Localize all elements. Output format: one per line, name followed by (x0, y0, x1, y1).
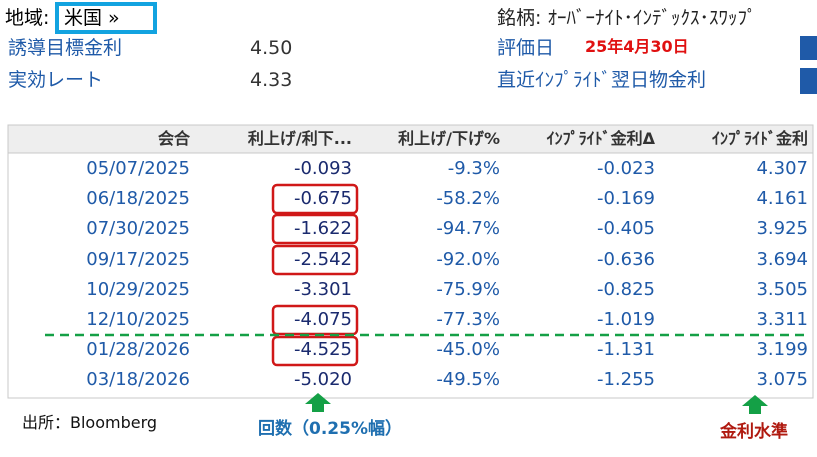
valuation-date-label: 評価日 (497, 37, 555, 59)
table-cell: -0.169 (596, 188, 655, 210)
column-header: 利上げ/利下... (247, 129, 352, 148)
arrow-up (742, 395, 768, 414)
region-label: 地域: (5, 7, 50, 29)
table-cell: -5.020 (293, 369, 352, 391)
arrow-up (305, 393, 331, 412)
table-cell: -3.301 (293, 278, 352, 300)
effective-rate-label: 実効レート (8, 69, 104, 91)
table-cell: -1.622 (293, 218, 352, 240)
table-cell: 4.307 (756, 158, 808, 179)
table-cell: -58.2% (436, 188, 500, 210)
column-header: ｲﾝﾌﾟﾗｲﾄﾞ金利 (711, 129, 808, 148)
highlight-box (271, 213, 359, 245)
table-cell: -0.023 (596, 158, 655, 179)
policy-rate-label: 誘導目標金利 (8, 37, 123, 59)
table-cell: -49.5% (436, 369, 500, 391)
table-cell: -94.7% (436, 218, 500, 240)
meeting-date: 10/29/2025 (86, 278, 190, 300)
policy-rate: 4.50 (250, 37, 293, 59)
table-cell: 3.075 (756, 369, 808, 391)
table-cell: -4.525 (293, 339, 352, 361)
side-block (800, 68, 817, 94)
meeting-date: 06/18/2025 (86, 188, 190, 210)
highlight-box (271, 183, 359, 215)
table-cell: -0.825 (596, 278, 655, 300)
region[interactable]: 米国 » (64, 7, 120, 29)
count-note: 回数（0.25%幅） (258, 419, 402, 439)
table-cell: 3.199 (756, 339, 808, 361)
column-header: ｲﾝﾌﾟﾗｲﾄﾞ金利Δ (546, 129, 655, 148)
table-cell: -2.542 (293, 248, 352, 270)
effective-rate: 4.33 (250, 69, 293, 91)
side-block (800, 36, 817, 60)
table-header-bg (7, 124, 814, 154)
meeting-date: 12/10/2025 (86, 309, 190, 330)
latest-implied-label: 直近ｲﾝﾌﾟﾗｲﾄﾞ翌日物金利 (497, 69, 707, 91)
highlight-box (271, 244, 359, 276)
meeting-date: 05/07/2025 (86, 158, 190, 179)
table-cell: 3.311 (756, 309, 808, 330)
table-cell: -1.019 (596, 309, 655, 330)
table-cell: 3.505 (756, 278, 808, 300)
table-cell: -4.075 (293, 309, 352, 330)
table-cell: -1.255 (596, 369, 655, 391)
table-cell: -1.131 (596, 339, 655, 361)
column-header: 会合 (157, 129, 190, 148)
meeting-date: 09/17/2025 (86, 248, 190, 270)
table-cell: -0.405 (596, 218, 655, 240)
table-cell: 3.694 (756, 248, 808, 270)
table-cell: -75.9% (436, 278, 500, 300)
table-cell: 4.161 (756, 188, 808, 210)
ticker-label: 銘柄: ｵｰﾊﾞｰﾅｲﾄ･ｲﾝﾃﾞｯｸｽ･ｽﾜｯﾌﾟ (497, 7, 757, 29)
table-cell: 3.925 (756, 218, 808, 240)
meeting-date: 07/30/2025 (86, 218, 190, 240)
valuation-date: 25年4月30日 (585, 37, 689, 56)
table-cell: -92.0% (436, 248, 500, 270)
meeting-date: 03/18/2026 (86, 369, 190, 391)
highlight-box (271, 335, 359, 367)
table-cell: -77.3% (436, 309, 500, 330)
meeting-date: 01/28/2026 (86, 339, 190, 361)
table-cell: -0.636 (596, 248, 655, 270)
table-border (7, 152, 814, 399)
column-header: 利上げ/下げ% (398, 129, 500, 148)
source-note: 出所：Bloomberg (22, 413, 158, 432)
table-cell: -45.0% (436, 339, 500, 361)
table-cell: -0.093 (293, 158, 352, 179)
rate-level-note: 金利水準 (720, 422, 788, 442)
table-cell: -0.675 (293, 188, 352, 210)
highlight-boxes (271, 183, 359, 367)
table-cell: -9.3% (447, 158, 500, 179)
region-box (55, 2, 157, 34)
